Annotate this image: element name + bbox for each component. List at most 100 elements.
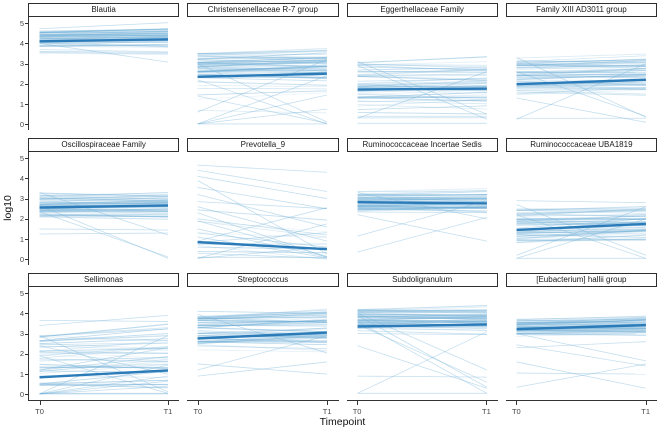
y-tick-mark [25,353,28,355]
subject-line [197,59,328,63]
subject-line [197,316,328,323]
subject-line [197,79,328,125]
subject-line [516,57,646,118]
subject-line [516,318,646,322]
subject-line [357,316,487,320]
facet-title-strip: Ruminococcaceae UBA1819 [505,138,657,152]
y-tick-mark [25,218,28,220]
subject-line [197,331,328,337]
subject-line [197,319,328,325]
subject-line [357,188,487,193]
subject-line [516,222,646,227]
y-tick-mark [25,293,28,295]
subject-line [197,314,328,319]
subject-line [39,35,168,40]
facet-plot-canvas [39,22,169,63]
subject-line [516,209,646,214]
subject-line [357,194,487,198]
subject-line [197,66,328,72]
subject-line [39,207,168,212]
subject-line [516,231,646,234]
subject-line [357,69,487,73]
x-tick-label: T0 [511,407,521,416]
subject-line [39,28,168,33]
subject-line [516,316,646,320]
subject-line [516,332,646,334]
subject-line [197,75,328,125]
subject-line [357,64,487,68]
subject-line [197,349,328,353]
y-tick-mark [25,333,28,335]
subject-line [357,89,487,96]
subject-line [197,164,328,173]
subject-line [39,211,168,213]
subject-line [516,229,646,237]
subject-line [357,208,487,212]
subject-line [197,309,328,318]
y-tick-mark [25,83,28,85]
subject-line [197,55,328,62]
subject-line [516,319,646,323]
subject-line [197,322,328,327]
subject-line [516,219,646,224]
subject-line [39,195,168,200]
x-tick-mark [39,401,41,405]
subject-line [197,310,328,314]
subject-line [357,205,487,209]
subject-line [357,74,487,77]
subject-line [516,73,646,76]
subject-line [197,319,328,329]
subject-line [357,84,487,86]
facet-cell: [Eubacterium] hallii group T0 T1 [505,273,657,416]
subject-line [39,211,168,216]
subject-line [39,214,168,218]
subject-line [39,228,168,231]
facet-title-strip: Eggerthellaceae Family [346,3,498,17]
facet-panel [505,17,657,130]
subject-line [197,95,328,124]
subject-line [357,310,487,313]
subject-line [357,77,487,85]
trend-line [39,369,169,379]
subject-line [197,110,328,114]
subject-line [197,337,328,343]
subject-line [516,67,646,71]
subject-line [516,328,646,334]
subject-line [516,59,646,65]
subject-line [516,319,646,325]
facet-cell: Prevotella_9 [187,138,339,265]
subject-line [197,90,328,96]
subject-line [197,67,328,70]
subject-line [516,210,646,214]
facet-plot-canvas [39,314,169,395]
subject-line [39,210,168,214]
subject-line [516,329,646,335]
subject-line [357,80,487,87]
subject-line [39,202,168,206]
subject-line [39,30,168,33]
subject-line [356,200,487,237]
subject-line [516,222,646,225]
subject-line [357,310,487,315]
subject-line [197,64,328,73]
subject-line [357,321,487,323]
subject-line [39,214,168,218]
x-tick-mark [167,401,169,405]
subject-line [357,204,487,208]
subject-line [39,194,168,201]
subject-line [516,234,646,238]
subject-line [197,335,328,345]
subject-line [356,312,487,371]
facet-plot-canvas [197,164,328,260]
facet-plot-canvas [516,200,646,259]
subject-line [39,33,168,36]
subject-line [357,69,487,76]
trend-line [39,38,168,43]
subject-line [516,234,646,238]
subject-line [516,209,646,216]
trend-line [197,331,328,340]
facet-plot-canvas [39,192,169,259]
subject-line [357,199,487,203]
subject-line [516,317,646,324]
